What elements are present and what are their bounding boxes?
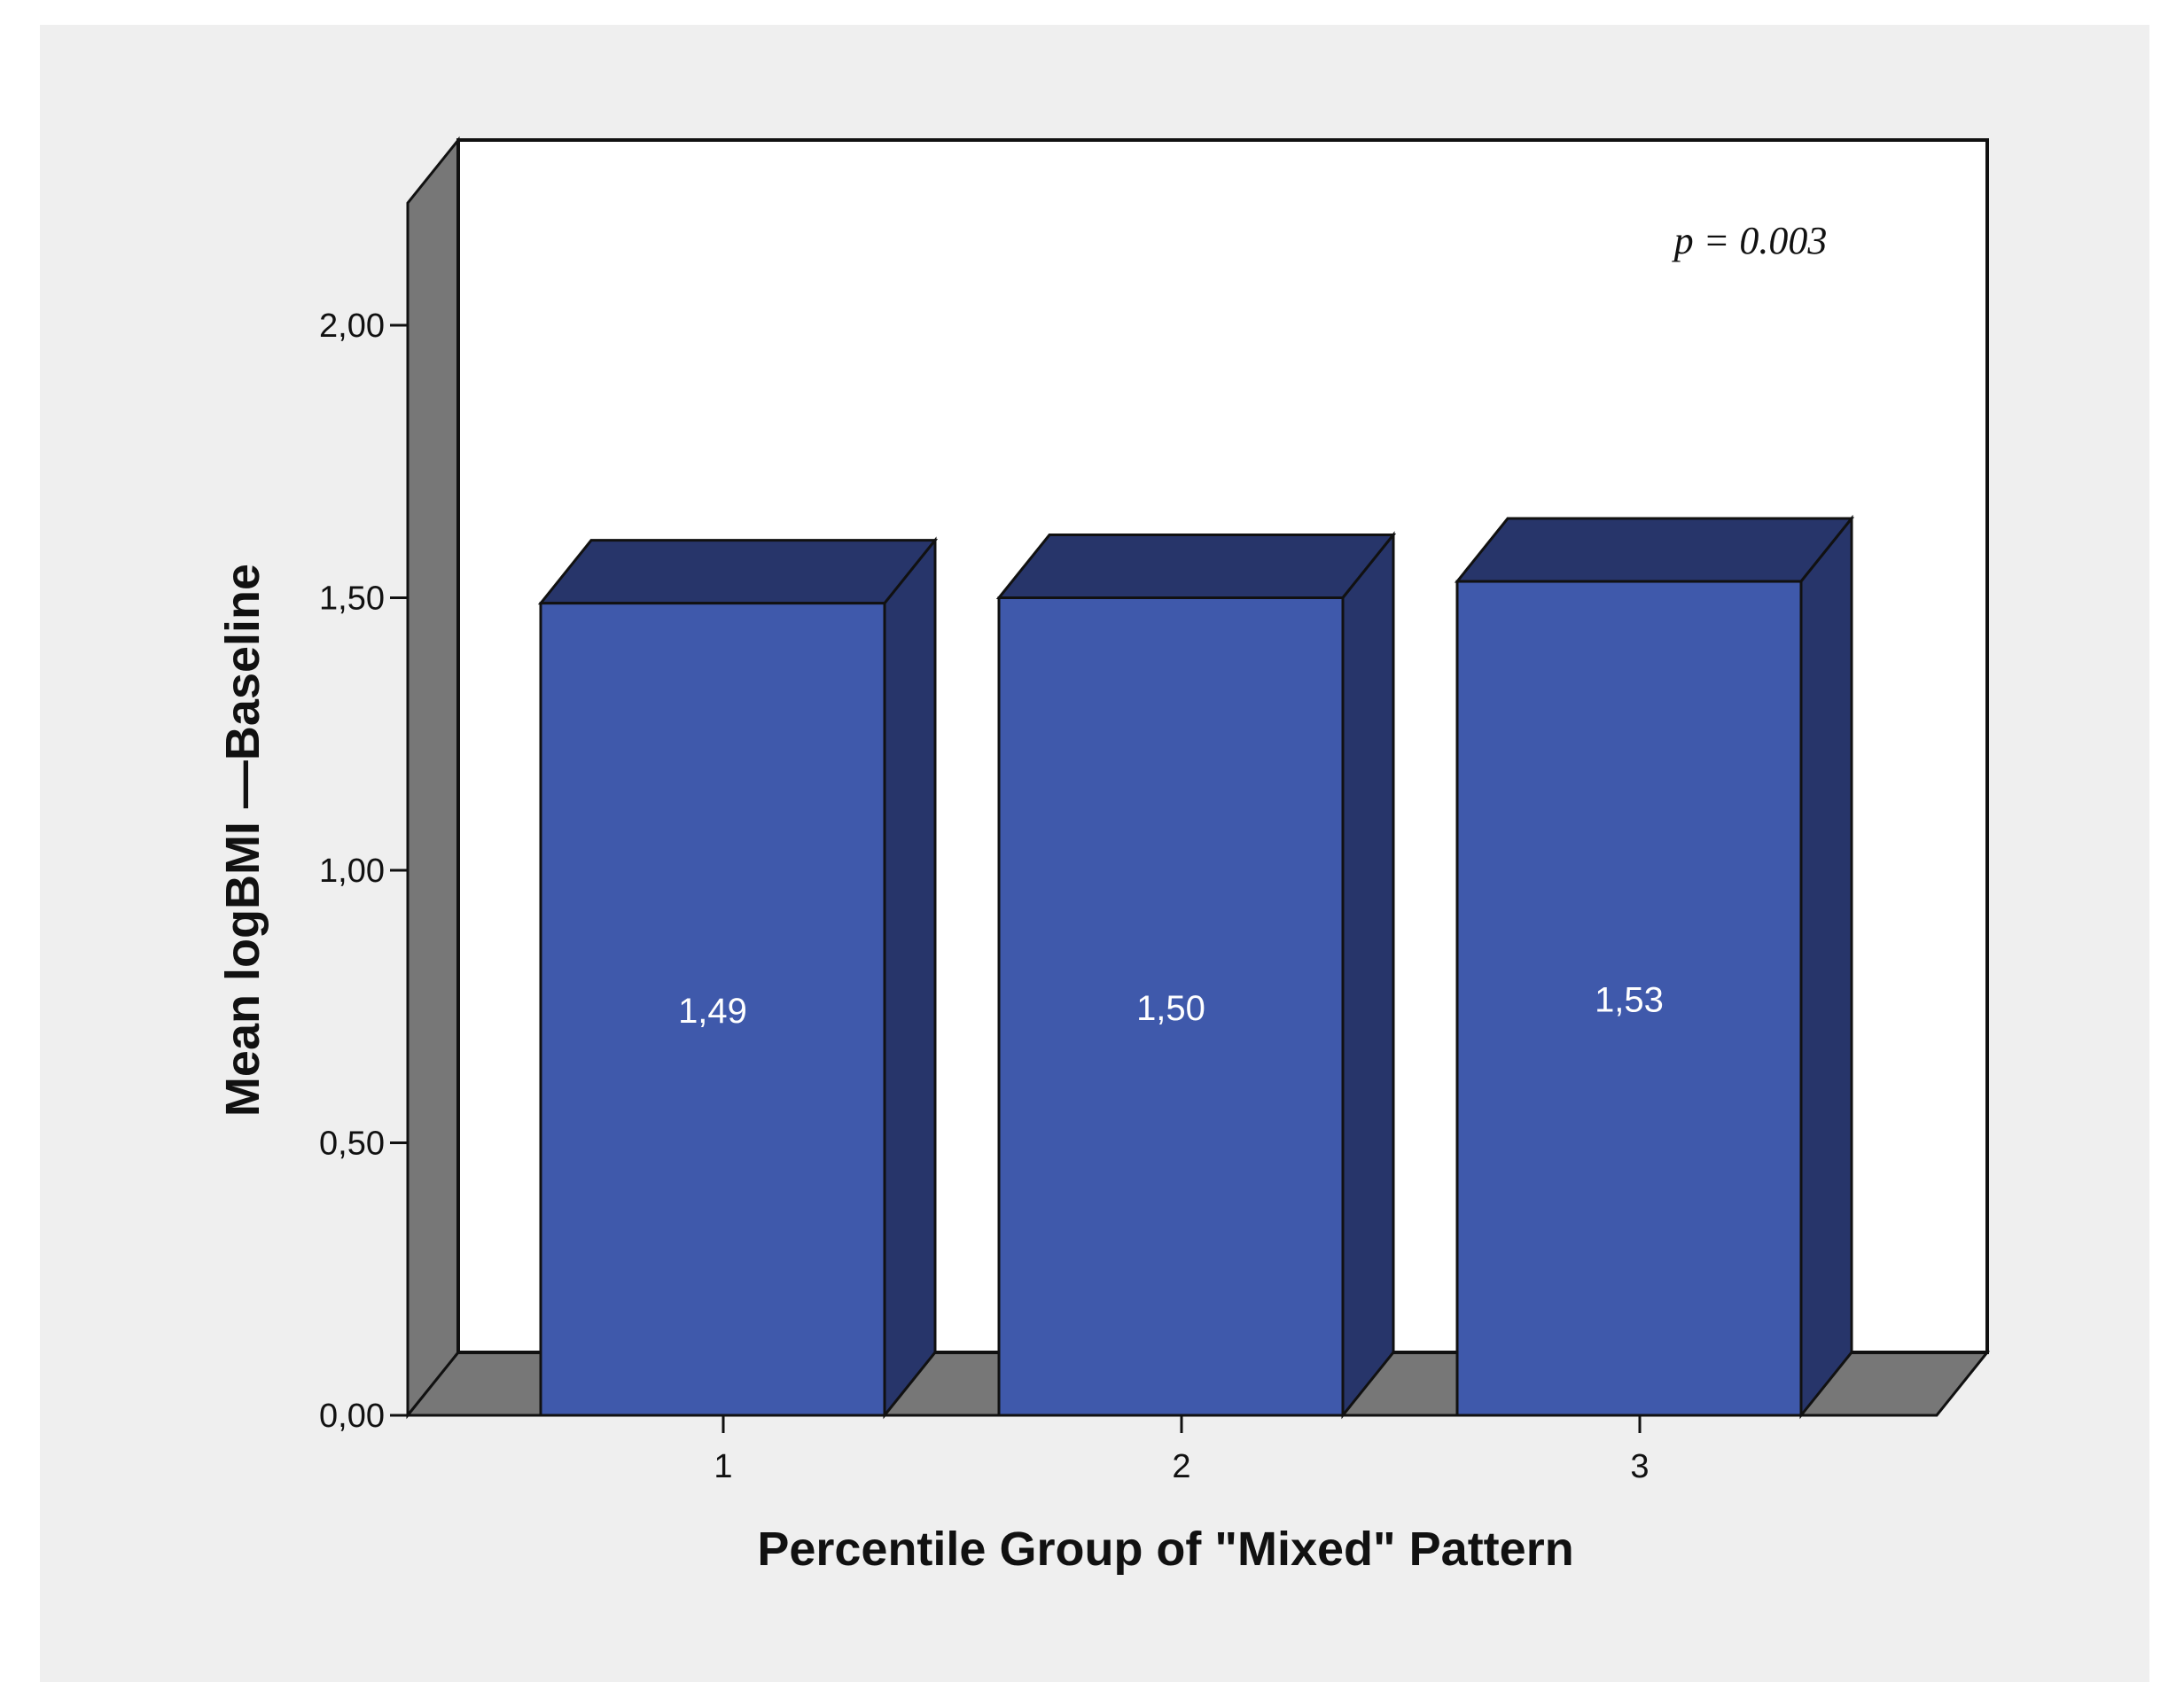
bar-top <box>995 534 1397 599</box>
x-axis: 1 2 3 <box>408 1414 1937 1485</box>
y-tick-label: 0,50 <box>319 1126 385 1163</box>
bar-top <box>1454 517 1855 583</box>
bar-front <box>1455 580 1803 1417</box>
bar: 1,49 <box>537 536 939 1420</box>
bar-top <box>537 539 939 605</box>
left-wall <box>406 136 460 1420</box>
y-axis: 0,00 0,50 1,00 1,50 2,00 <box>319 252 410 1435</box>
y-tick-label: 1,00 <box>319 853 385 890</box>
bar-side <box>1341 531 1395 1420</box>
bar-value-label: 1,50 <box>1136 989 1205 1028</box>
bar-value-label: 1,49 <box>678 992 747 1031</box>
bar-side <box>883 536 937 1420</box>
bar-front <box>539 602 886 1417</box>
x-tick-label: 3 <box>1630 1448 1649 1485</box>
bars: 1,49 1,50 1,53 <box>537 514 1855 1420</box>
x-axis-title: Percentile Group of "Mixed" Pattern <box>757 1523 1573 1576</box>
p-value-annotation: p = 0.003 <box>1672 219 1828 262</box>
bar-side <box>1799 514 1853 1420</box>
x-tick-label: 1 <box>714 1448 732 1485</box>
bar-value-label: 1,53 <box>1595 981 1664 1020</box>
y-tick-label: 1,50 <box>319 580 385 618</box>
y-tick-label: 2,00 <box>319 308 385 345</box>
bar-front <box>997 596 1345 1417</box>
bar: 1,53 <box>1454 514 1855 1420</box>
y-tick-label: 0,00 <box>319 1398 385 1435</box>
x-tick-label: 2 <box>1172 1448 1190 1485</box>
bar: 1,50 <box>995 531 1397 1420</box>
y-axis-title: Mean logBMI —Baseline <box>216 564 269 1117</box>
